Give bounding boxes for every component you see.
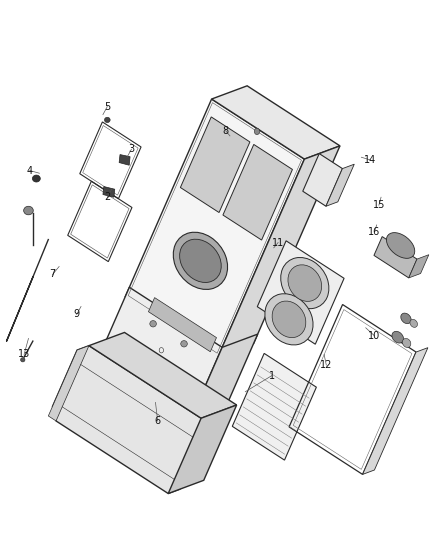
Text: 9: 9 [74, 310, 80, 319]
Ellipse shape [403, 338, 411, 348]
Polygon shape [212, 86, 340, 159]
Polygon shape [303, 154, 343, 206]
Polygon shape [374, 237, 417, 278]
Polygon shape [168, 405, 237, 494]
Ellipse shape [281, 257, 329, 309]
Polygon shape [148, 297, 216, 352]
Ellipse shape [173, 232, 228, 289]
Ellipse shape [265, 294, 313, 345]
Ellipse shape [410, 319, 417, 327]
Text: 12: 12 [320, 360, 332, 370]
Polygon shape [48, 346, 89, 421]
Ellipse shape [392, 332, 403, 343]
Text: 7: 7 [49, 270, 56, 279]
Polygon shape [180, 117, 250, 213]
Polygon shape [218, 146, 340, 357]
Polygon shape [363, 348, 428, 474]
Ellipse shape [105, 117, 110, 123]
Ellipse shape [32, 175, 40, 182]
Polygon shape [96, 287, 222, 423]
Polygon shape [326, 164, 354, 206]
Polygon shape [189, 334, 258, 423]
Polygon shape [257, 241, 344, 344]
Polygon shape [103, 187, 115, 197]
Polygon shape [223, 144, 293, 240]
Ellipse shape [401, 313, 411, 324]
Text: 1: 1 [268, 371, 275, 381]
Ellipse shape [150, 320, 156, 327]
Polygon shape [119, 155, 130, 165]
Text: 3: 3 [128, 144, 134, 154]
Text: 2: 2 [104, 192, 110, 202]
Ellipse shape [24, 206, 33, 215]
Text: 5: 5 [104, 102, 110, 111]
Text: 6: 6 [155, 416, 161, 426]
Polygon shape [53, 346, 205, 494]
Text: 11: 11 [272, 238, 284, 247]
Ellipse shape [21, 358, 25, 362]
Text: 16: 16 [368, 227, 381, 237]
Text: 10: 10 [368, 331, 381, 341]
Text: 8: 8 [223, 126, 229, 135]
Text: 14: 14 [364, 155, 376, 165]
Polygon shape [409, 255, 429, 278]
Polygon shape [125, 99, 304, 357]
Ellipse shape [180, 239, 221, 282]
Polygon shape [232, 353, 316, 460]
Ellipse shape [254, 128, 260, 135]
Polygon shape [89, 333, 237, 418]
Text: 13: 13 [18, 350, 30, 359]
Polygon shape [96, 349, 225, 423]
Ellipse shape [386, 232, 415, 259]
Ellipse shape [272, 301, 306, 337]
Ellipse shape [181, 341, 187, 347]
Ellipse shape [288, 265, 321, 301]
Text: 15: 15 [373, 200, 385, 210]
Text: 4: 4 [27, 166, 33, 175]
